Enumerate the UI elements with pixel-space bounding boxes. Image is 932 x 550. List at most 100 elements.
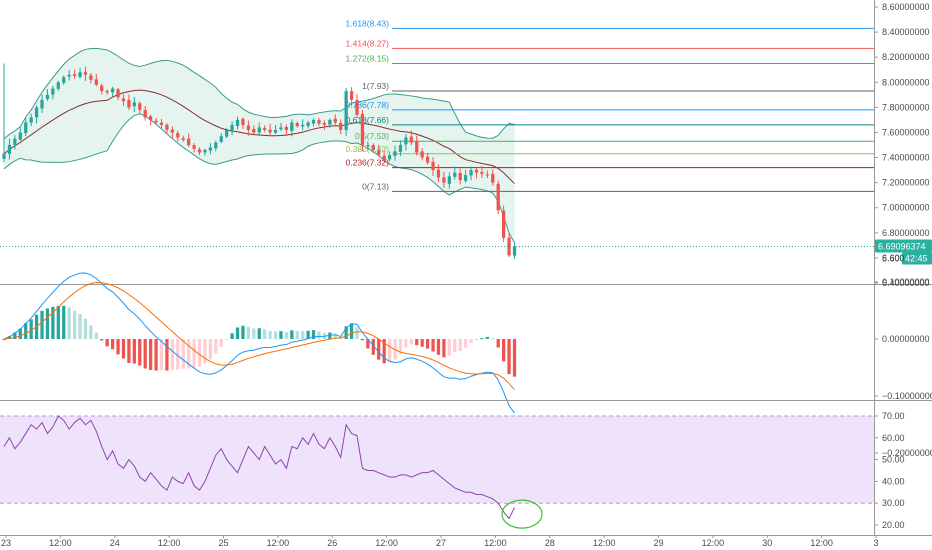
macd-histogram-bar[interactable]	[208, 339, 213, 360]
macd-histogram-bar[interactable]	[458, 339, 462, 351]
macd-histogram-bar[interactable]	[62, 305, 66, 339]
candle-body[interactable]	[203, 150, 207, 153]
price-axis[interactable]: 8.60000000 8.40000000 8.20000000 8.00000000…	[874, 0, 932, 535]
macd-histogram-bar[interactable]	[491, 338, 495, 340]
candle-body[interactable]	[18, 132, 22, 140]
candle-body[interactable]	[132, 102, 136, 107]
macd-histogram-bar[interactable]	[447, 339, 451, 356]
candle-body[interactable]	[187, 138, 191, 145]
macd-histogram-bar[interactable]	[436, 339, 441, 355]
candle-body[interactable]	[225, 129, 229, 137]
macd-histogram-bar[interactable]	[284, 332, 289, 339]
macd-histogram-bar[interactable]	[13, 332, 17, 339]
macd-histogram-bar[interactable]	[127, 339, 131, 363]
macd-histogram-bar[interactable]	[507, 339, 511, 375]
macd-histogram-bar[interactable]	[241, 325, 245, 339]
candle-body[interactable]	[34, 107, 39, 118]
candle-body[interactable]	[116, 89, 120, 98]
macd-histogram-bar[interactable]	[83, 318, 88, 339]
macd-histogram-bar[interactable]	[273, 331, 278, 339]
candle-body[interactable]	[219, 136, 223, 142]
candle-body[interactable]	[273, 129, 278, 133]
macd-histogram-bar[interactable]	[116, 339, 120, 355]
candle-body[interactable]	[268, 129, 272, 133]
candle-body[interactable]	[480, 172, 484, 174]
candle-body[interactable]	[409, 136, 413, 143]
macd-histogram-bar[interactable]	[89, 325, 93, 339]
candle-body[interactable]	[306, 122, 310, 126]
candle-body[interactable]	[355, 99, 359, 115]
candle-body[interactable]	[436, 169, 441, 178]
candle-body[interactable]	[143, 110, 147, 118]
oversold-circle-annotation[interactable]	[501, 499, 543, 529]
candle-body[interactable]	[339, 122, 343, 130]
macd-histogram-bar[interactable]	[78, 314, 82, 339]
macd-histogram-bar[interactable]	[355, 327, 359, 339]
candle-body[interactable]	[181, 138, 185, 140]
macd-histogram-bar[interactable]	[45, 308, 50, 339]
macd-histogram-bar[interactable]	[333, 333, 337, 339]
macd-histogram-bar[interactable]	[181, 339, 185, 369]
macd-histogram-bar[interactable]	[382, 339, 386, 364]
candle-body[interactable]	[371, 145, 375, 151]
macd-histogram-bar[interactable]	[415, 339, 419, 346]
candle-body[interactable]	[322, 123, 327, 125]
candle-body[interactable]	[138, 103, 142, 110]
macd-histogram-bar[interactable]	[18, 328, 22, 339]
candle-body[interactable]	[425, 156, 430, 163]
macd-histogram-bar[interactable]	[132, 339, 136, 364]
macd-histogram-bar[interactable]	[512, 339, 517, 377]
macd-histogram-bar[interactable]	[203, 339, 207, 364]
candle-body[interactable]	[469, 170, 473, 176]
candle-body[interactable]	[284, 127, 289, 130]
candle-body[interactable]	[51, 88, 55, 95]
candle-body[interactable]	[474, 169, 479, 173]
macd-histogram-bar[interactable]	[7, 336, 12, 339]
candle-body[interactable]	[328, 119, 332, 125]
candle-body[interactable]	[502, 210, 506, 238]
candle-body[interactable]	[24, 122, 28, 134]
macd-histogram-bar[interactable]	[328, 332, 332, 339]
candle-body[interactable]	[78, 72, 82, 78]
macd-histogram-bar[interactable]	[170, 339, 174, 370]
candle-body[interactable]	[94, 79, 98, 85]
macd-histogram-bar[interactable]	[230, 333, 234, 339]
macd-histogram-bar[interactable]	[94, 332, 98, 339]
candle-body[interactable]	[387, 155, 392, 160]
macd-histogram-bar[interactable]	[469, 339, 473, 343]
candle-body[interactable]	[7, 145, 12, 154]
macd-histogram-bar[interactable]	[2, 339, 6, 340]
candle-body[interactable]	[349, 91, 354, 100]
macd-histogram-bar[interactable]	[165, 339, 169, 371]
macd-histogram-bar[interactable]	[371, 339, 375, 355]
candle-body[interactable]	[290, 122, 294, 131]
macd-histogram-bar[interactable]	[246, 326, 251, 339]
time-axis[interactable]: 23 12:00 24 12:00 25 12:00 26 12:00 27 12:00 28 12:…	[0, 535, 932, 548]
candle-body[interactable]	[463, 175, 468, 181]
macd-histogram-bar[interactable]	[453, 339, 457, 352]
macd-histogram-bar[interactable]	[425, 339, 430, 349]
macd-histogram-bar[interactable]	[219, 339, 223, 347]
candle-body[interactable]	[431, 161, 435, 171]
candle-body[interactable]	[485, 174, 489, 176]
macd-histogram-bar[interactable]	[72, 310, 77, 339]
candle-body[interactable]	[512, 246, 517, 256]
macd-histogram-bar[interactable]	[360, 339, 365, 341]
candle-body[interactable]	[458, 172, 462, 181]
candle-body[interactable]	[344, 91, 348, 131]
candle-body[interactable]	[393, 151, 397, 156]
macd-histogram-bar[interactable]	[263, 329, 267, 339]
macd-histogram-bar[interactable]	[377, 339, 381, 360]
candle-body[interactable]	[382, 155, 386, 161]
macd-histogram-bar[interactable]	[431, 339, 435, 352]
macd-histogram-bar[interactable]	[51, 306, 55, 339]
macd-histogram-bar[interactable]	[176, 339, 180, 370]
macd-histogram-bar[interactable]	[105, 339, 109, 347]
macd-histogram-bar[interactable]	[404, 339, 408, 348]
macd-histogram-bar[interactable]	[197, 339, 202, 367]
candle-body[interactable]	[279, 127, 283, 130]
candle-body[interactable]	[127, 99, 131, 108]
candle-body[interactable]	[246, 125, 251, 130]
macd-histogram-bar[interactable]	[295, 330, 299, 339]
